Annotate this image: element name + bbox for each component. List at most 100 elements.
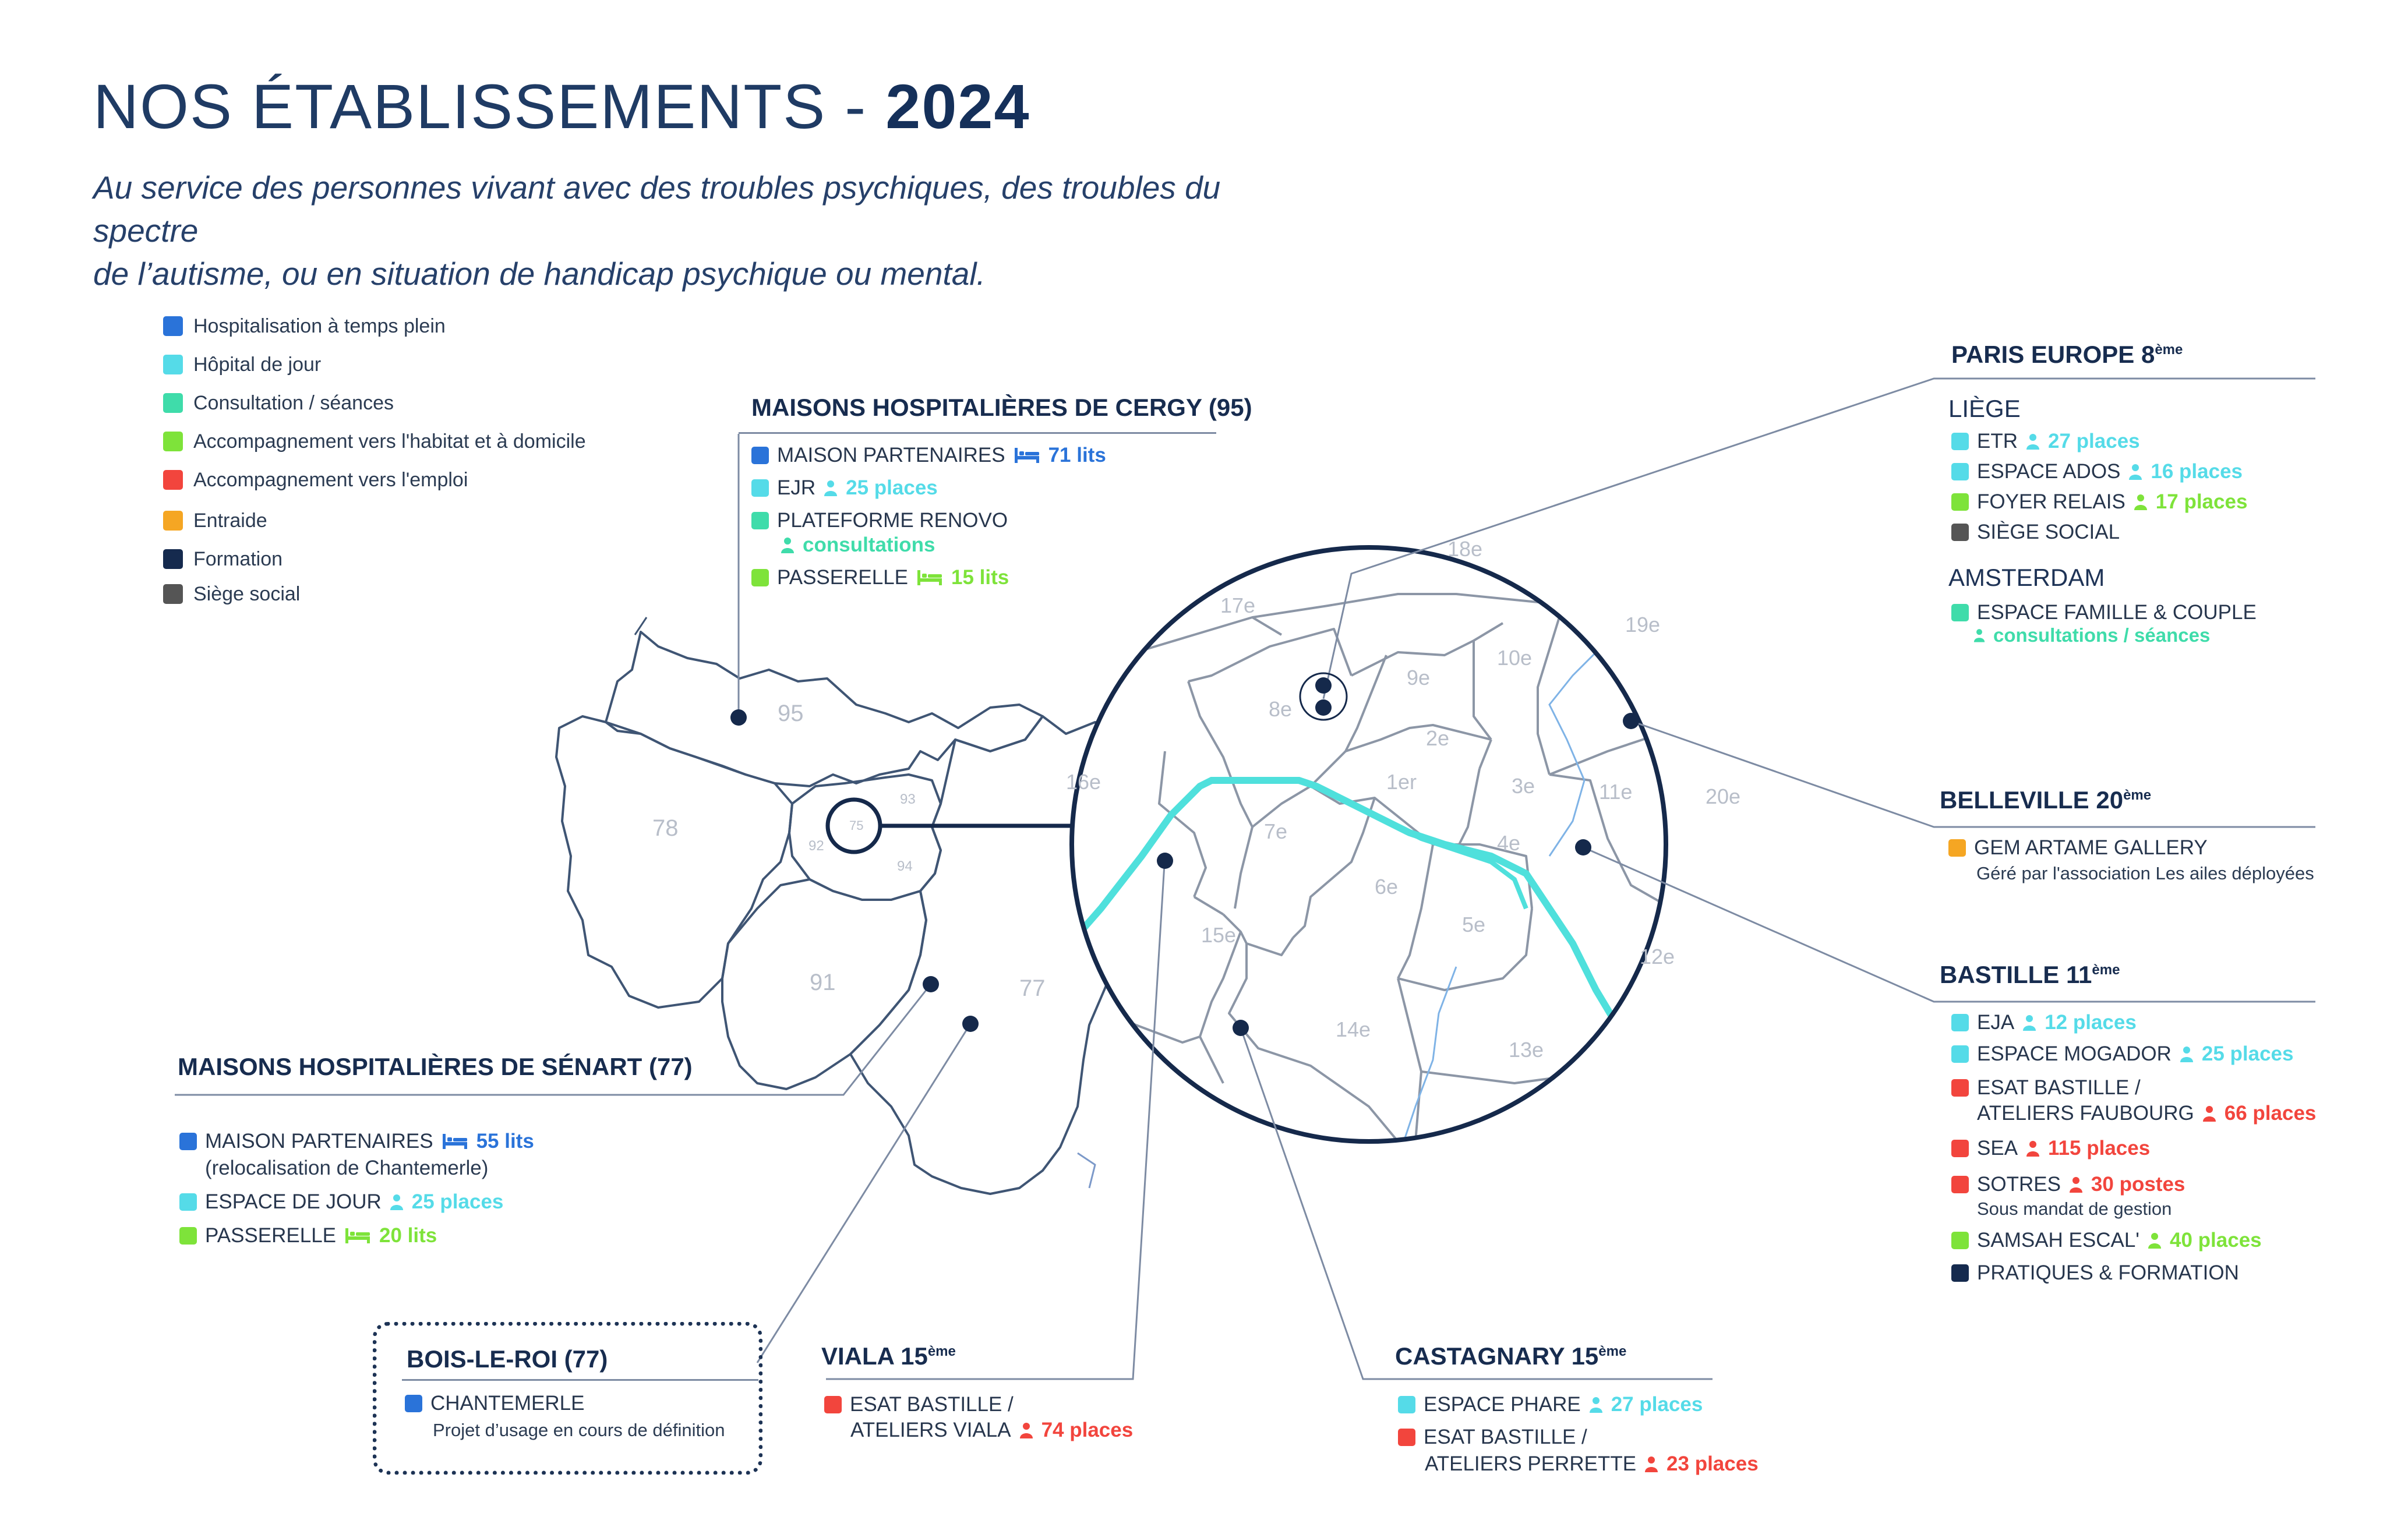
item-name: SEA bbox=[1977, 1137, 2018, 1160]
bed-icon bbox=[345, 1228, 370, 1243]
item-name-2: ATELIERS PERRETTE bbox=[1425, 1452, 1637, 1475]
person-icon bbox=[2129, 464, 2142, 480]
boisleroi-title: BOIS-LE-ROI (77) bbox=[407, 1345, 608, 1373]
legend-swatch bbox=[163, 584, 183, 604]
senart-title: MAISONS HOSPITALIÈRES DE SÉNART (77) bbox=[178, 1053, 693, 1080]
color-swatch bbox=[1951, 433, 1969, 450]
title-year: 2024 bbox=[885, 71, 1030, 142]
arr-label: 3e bbox=[1512, 774, 1535, 798]
person-icon bbox=[1645, 1457, 1658, 1472]
arr-label: 13e bbox=[1509, 1038, 1544, 1062]
color-swatch bbox=[1951, 1140, 1969, 1157]
page-subtitle: Au service des personnes vivant avec des… bbox=[93, 166, 1316, 295]
dept-78-shape bbox=[555, 715, 793, 1009]
color-swatch bbox=[405, 1395, 422, 1412]
person-icon bbox=[2026, 434, 2039, 450]
item-capacity: 20 lits bbox=[379, 1224, 437, 1247]
location-dot-cergy bbox=[730, 709, 747, 726]
idf-map bbox=[555, 617, 1160, 1195]
boisleroi-box bbox=[373, 1322, 762, 1475]
amsterdam-item: ESPACE FAMILLE & COUPLE bbox=[1951, 601, 2257, 624]
item-name: CHANTEMERLE bbox=[430, 1392, 585, 1415]
label-77: 77 bbox=[1019, 975, 1046, 1001]
arr-label: 20e bbox=[1706, 784, 1740, 808]
color-swatch bbox=[751, 569, 769, 586]
person-icon bbox=[2026, 1141, 2040, 1157]
color-swatch bbox=[1951, 524, 1969, 541]
color-swatch bbox=[824, 1396, 842, 1413]
bed-icon bbox=[442, 1134, 467, 1149]
seine-river bbox=[1072, 777, 1666, 1098]
arr-label: 7e bbox=[1264, 819, 1287, 843]
legend-item: Siège social bbox=[163, 581, 300, 607]
item-capacity: 25 places bbox=[2201, 1042, 2294, 1065]
item-capacity: 15 lits bbox=[951, 566, 1009, 589]
legend-swatch bbox=[163, 470, 183, 490]
location-dot-liege bbox=[1315, 677, 1332, 694]
label-91: 91 bbox=[810, 970, 836, 995]
legend-label: Entraide bbox=[193, 509, 267, 532]
arr-label: 4e bbox=[1497, 831, 1520, 855]
subtitle-line-1: Au service des personnes vivant avec des… bbox=[93, 169, 1221, 249]
belleville-note: Géré par l'association Les ailes déployé… bbox=[1976, 863, 2314, 883]
legend-label: Hospitalisation à temps plein bbox=[193, 314, 446, 337]
item-name: PRATIQUES & FORMATION bbox=[1977, 1261, 2239, 1284]
paris-europe-title: PARIS EUROPE 8ème bbox=[1951, 341, 2183, 369]
liege-item: ESPACE ADOS 16 places bbox=[1951, 460, 2243, 483]
liege-title: LIÈGE bbox=[1948, 395, 2021, 422]
legend-swatch bbox=[163, 549, 183, 569]
liege-item: ETR 27 places bbox=[1951, 430, 2140, 453]
item-name: GEM ARTAME GALLERY bbox=[1974, 836, 2208, 859]
senart-note: (relocalisation de Chantemerle) bbox=[205, 1157, 489, 1179]
location-dot-boisleroi bbox=[962, 1016, 979, 1032]
item-name-2: ATELIERS FAUBOURG bbox=[1977, 1102, 2194, 1125]
paris-zoom-circle bbox=[1069, 545, 1668, 1144]
location-dots bbox=[730, 677, 1639, 1036]
legend-label: Consultation / séances bbox=[193, 391, 394, 414]
item-name: PLATEFORME RENOVO bbox=[777, 509, 1008, 532]
viala-item: ESAT BASTILLE / bbox=[824, 1393, 1014, 1416]
color-swatch bbox=[1951, 1045, 1969, 1063]
bastille-title: BASTILLE 11ème bbox=[1940, 961, 2120, 989]
subtitle-line-2: de l’autisme, ou en situation de handica… bbox=[93, 256, 986, 292]
item-name: ESPACE ADOS bbox=[1977, 460, 2121, 483]
cergy-item: EJR 25 places bbox=[751, 476, 938, 500]
item-name: ESAT BASTILLE / bbox=[1977, 1076, 2141, 1099]
item-name: MAISON PARTENAIRES bbox=[777, 444, 1005, 466]
arr-label: 6e bbox=[1375, 875, 1398, 899]
item-capacity: 27 places bbox=[2048, 430, 2140, 453]
item-capacity: 17 places bbox=[2155, 490, 2248, 513]
legend-label: Hôpital de jour bbox=[193, 353, 322, 376]
item-capacity: 25 places bbox=[411, 1190, 504, 1213]
title-text: PARIS EUROPE 8 bbox=[1951, 341, 2155, 368]
legend-item: Formation bbox=[163, 546, 283, 572]
amsterdam-capacity-row: consultations / séances bbox=[1973, 624, 2210, 646]
bastille-item: SEA 115 places bbox=[1951, 1137, 2150, 1160]
item-name: EJA bbox=[1977, 1011, 2015, 1034]
cergy-item: PLATEFORME RENOVO bbox=[751, 509, 1008, 532]
item-name: ESPACE DE JOUR bbox=[205, 1190, 382, 1213]
bed-icon bbox=[1014, 448, 1039, 463]
label-92: 92 bbox=[808, 838, 824, 854]
leader-lines bbox=[175, 377, 2315, 1380]
seine-island-channel bbox=[1385, 819, 1528, 910]
title-sup: ème bbox=[2123, 787, 2152, 803]
senart-item: MAISON PARTENAIRES 55 lits bbox=[179, 1130, 534, 1153]
item-name: ESPACE PHARE bbox=[1424, 1393, 1581, 1416]
legend-swatch bbox=[163, 316, 183, 336]
item-capacity: 74 places bbox=[1041, 1419, 1134, 1441]
legend-item: Hôpital de jour bbox=[163, 352, 321, 377]
color-swatch bbox=[1951, 1176, 1969, 1193]
arr-label: 10e bbox=[1497, 646, 1532, 670]
bed-icon bbox=[917, 570, 942, 585]
arr-label: 1er bbox=[1386, 770, 1417, 794]
arr-label: 19e bbox=[1625, 613, 1660, 637]
color-swatch bbox=[1951, 1014, 1969, 1031]
item-capacity: 66 places bbox=[2224, 1102, 2317, 1125]
legend-label: Accompagnement vers l'emploi bbox=[193, 468, 468, 491]
color-swatch bbox=[179, 1227, 197, 1245]
color-swatch bbox=[1951, 1264, 1969, 1282]
location-dot-viala bbox=[1157, 853, 1173, 869]
bastille-item: SOTRES 30 postes bbox=[1951, 1173, 2185, 1196]
person-icon bbox=[2180, 1047, 2193, 1062]
